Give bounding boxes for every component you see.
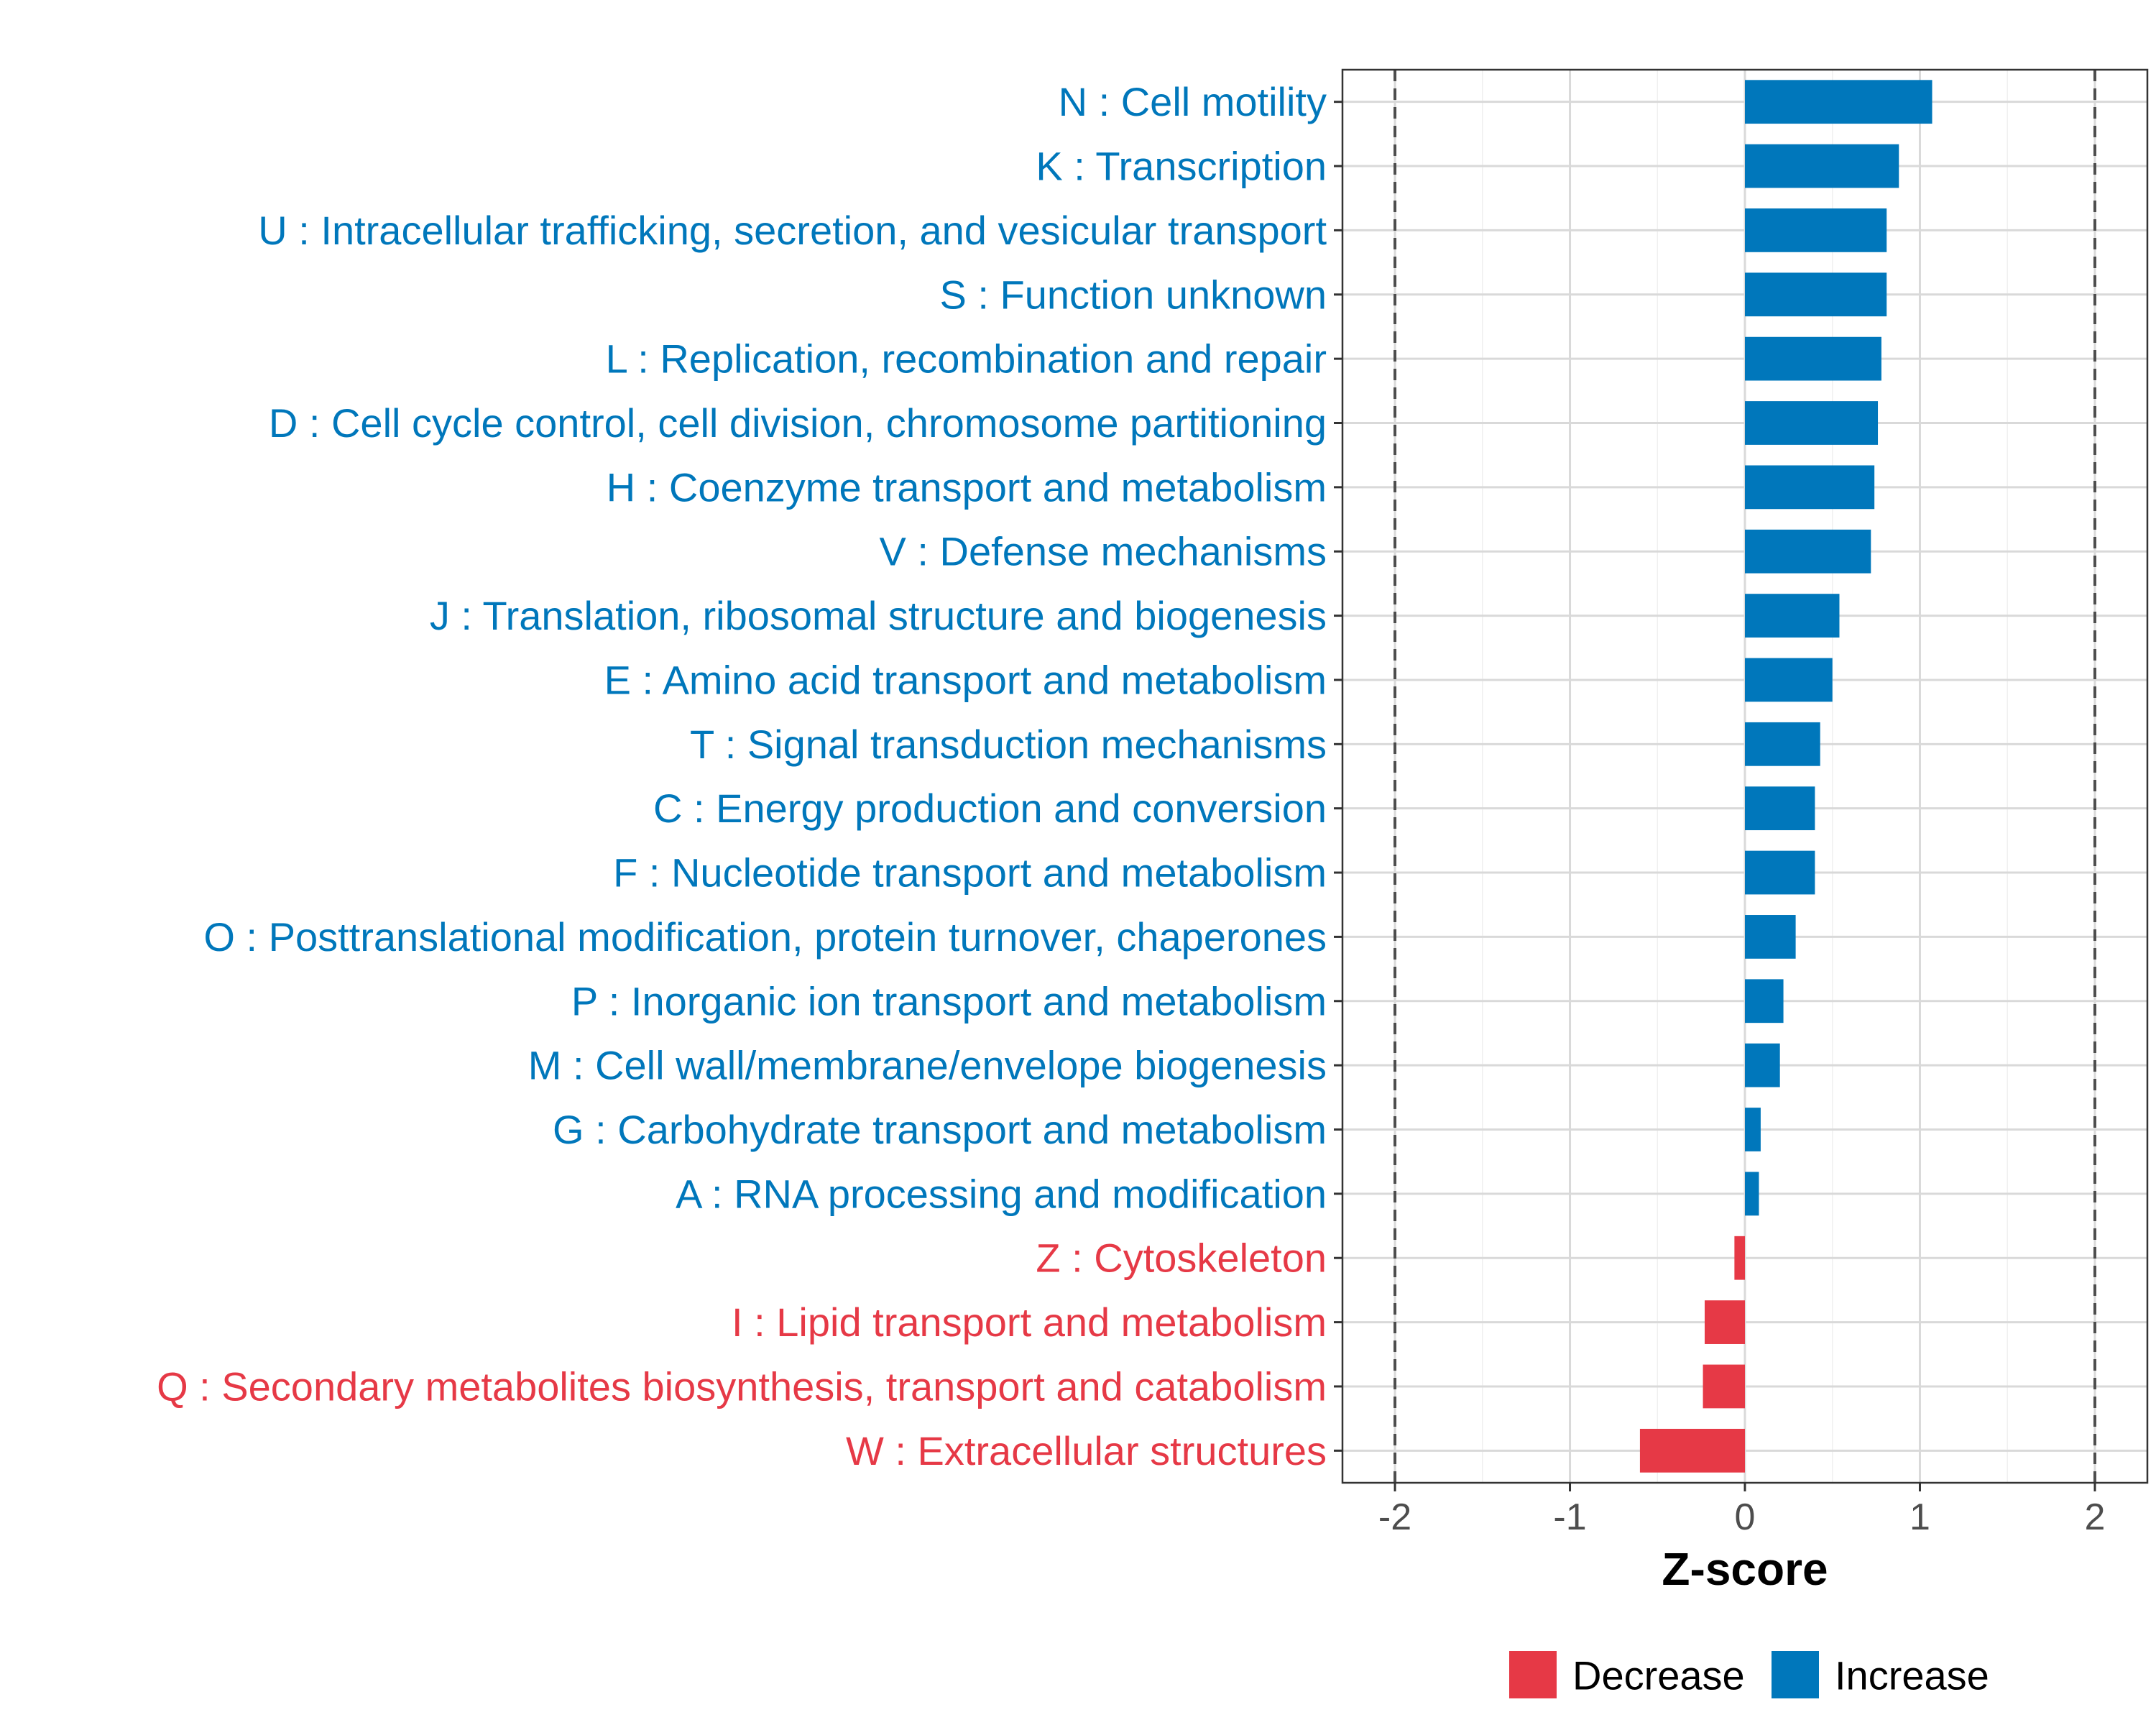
bar	[1745, 272, 1887, 317]
x-tick-label: -1	[1553, 1496, 1586, 1538]
category-label: O : Posttranslational modification, prot…	[203, 914, 1327, 960]
category-label: T : Signal transduction mechanisms	[690, 722, 1327, 767]
bar	[1745, 465, 1875, 510]
x-tick-label: 1	[1909, 1496, 1930, 1538]
bar	[1745, 594, 1840, 638]
category-label: M : Cell wall/membrane/envelope biogenes…	[528, 1043, 1327, 1088]
bar	[1745, 1108, 1761, 1151]
category-label: P : Inorganic ion transport and metaboli…	[571, 978, 1327, 1024]
category-label: K : Transcription	[1036, 144, 1327, 189]
x-tick-label: -2	[1378, 1496, 1411, 1538]
category-label: Z : Cytoskeleton	[1036, 1236, 1327, 1281]
bar	[1745, 529, 1871, 574]
bars	[1639, 80, 1932, 1473]
bar	[1745, 1172, 1759, 1216]
category-label: F : Nucleotide transport and metabolism	[613, 850, 1327, 896]
bar	[1703, 1364, 1745, 1409]
category-label: I : Lipid transport and metabolism	[732, 1300, 1327, 1345]
category-label: G : Carbohydrate transport and metabolis…	[553, 1107, 1327, 1152]
bar	[1745, 850, 1815, 895]
x-tick-label: 2	[2084, 1496, 2105, 1538]
category-label: H : Coenzyme transport and metabolism	[607, 464, 1327, 510]
legend-label: Increase	[1835, 1653, 1989, 1698]
bar	[1745, 915, 1796, 959]
bar	[1745, 979, 1784, 1024]
category-label: W : Extracellular structures	[846, 1428, 1327, 1473]
category-label: U : Intracellular trafficking, secretion…	[258, 208, 1327, 253]
legend-swatch	[1772, 1651, 1819, 1698]
category-label: A : RNA processing and modification	[676, 1171, 1327, 1216]
bar	[1639, 1428, 1745, 1473]
category-label: N : Cell motility	[1059, 79, 1327, 124]
legend: Decrease Increase	[1509, 1651, 1989, 1698]
y-axis-ticks	[1334, 101, 1342, 1452]
bar	[1705, 1300, 1745, 1344]
reference-lines	[1393, 70, 2096, 1483]
bar	[1745, 336, 1881, 381]
category-label: Q : Secondary metabolites biosynthesis, …	[157, 1363, 1327, 1409]
legend-swatch	[1509, 1651, 1557, 1698]
category-label: L : Replication, recombination and repai…	[606, 336, 1327, 382]
category-label: D : Cell cycle control, cell division, c…	[269, 400, 1327, 446]
category-label: J : Translation, ribosomal structure and…	[430, 593, 1327, 638]
bar	[1745, 401, 1879, 445]
category-label: C : Energy production and conversion	[653, 786, 1327, 831]
x-axis-title: Z-score	[1662, 1543, 1828, 1595]
bar	[1745, 786, 1815, 831]
bar	[1745, 80, 1932, 124]
legend-label: Decrease	[1572, 1653, 1745, 1698]
category-labels: N : Cell motility K : Transcription U : In…	[157, 79, 1327, 1473]
x-axis-ticks: -2 -1 0 1 2	[1378, 1483, 2105, 1538]
bar	[1745, 208, 1887, 252]
bar	[1745, 144, 1899, 188]
bar	[1745, 1043, 1780, 1087]
category-label: V : Defense mechanisms	[880, 529, 1327, 574]
category-label: E : Amino acid transport and metabolism	[604, 657, 1327, 702]
bar	[1745, 658, 1833, 702]
x-tick-label: 0	[1735, 1496, 1756, 1538]
category-label: S : Function unknown	[939, 272, 1327, 317]
bar	[1734, 1236, 1745, 1280]
bar	[1745, 722, 1820, 766]
